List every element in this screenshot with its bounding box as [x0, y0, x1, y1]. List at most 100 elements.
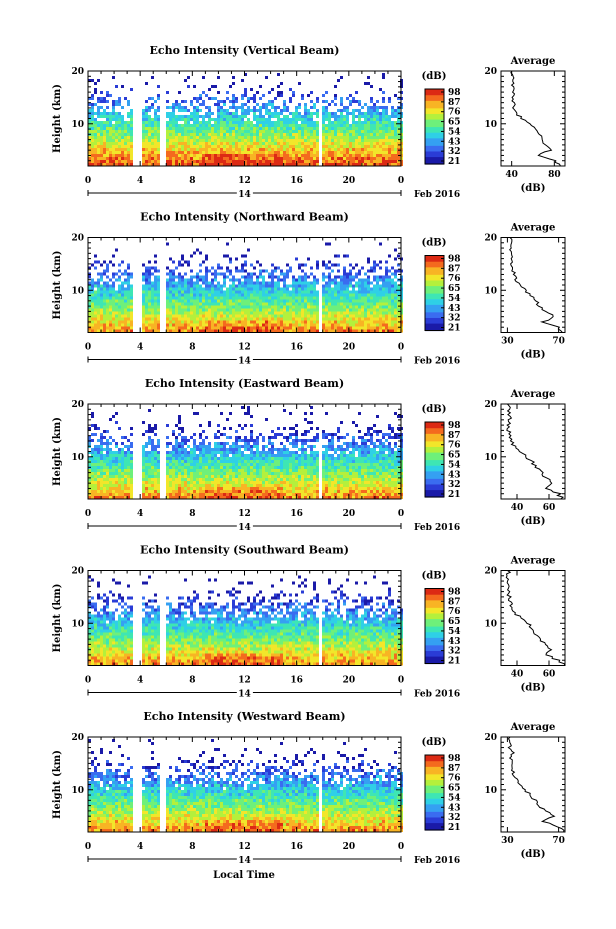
heatmap-cell — [175, 124, 178, 127]
heatmap-cell — [217, 115, 220, 118]
heatmap-cell — [355, 314, 358, 318]
heatmap-cell — [271, 133, 274, 136]
heatmap-cell — [217, 91, 220, 94]
heatmap-cell — [217, 296, 220, 300]
heatmap-cell — [355, 281, 358, 285]
heatmap-cell — [292, 148, 295, 151]
heatmap-cell — [172, 302, 175, 306]
heatmap-cell — [346, 142, 349, 145]
heatmap-cell — [127, 130, 130, 133]
heatmap-cell — [208, 109, 211, 112]
heatmap-cell — [172, 269, 175, 273]
heatmap-cell — [190, 151, 193, 154]
heatmap-cell — [253, 145, 256, 148]
heatmap-cell — [277, 94, 280, 97]
heatmap-cell — [241, 254, 244, 258]
heatmap-cell — [208, 136, 211, 139]
heatmap-cell — [289, 305, 292, 309]
heatmap-cell — [148, 130, 151, 133]
heatmap-cell — [292, 145, 295, 148]
heatmap-cell — [232, 157, 235, 160]
heatmap-cell — [328, 281, 331, 285]
heatmap-cell — [382, 314, 385, 318]
heatmap-cell — [298, 323, 301, 327]
heatmap-cell — [118, 269, 121, 273]
heatmap-cell — [175, 445, 178, 448]
heatmap-cell — [181, 136, 184, 139]
heatmap-cell — [262, 136, 265, 139]
heatmap-cell — [316, 121, 319, 124]
heatmap-cell — [301, 163, 304, 166]
heatmap-cell — [88, 302, 91, 306]
heatmap-cell — [373, 133, 376, 136]
heatmap-cell — [148, 142, 151, 145]
heatmap-cell — [286, 127, 289, 130]
heatmap-cell — [190, 281, 193, 285]
heatmap-cell — [301, 133, 304, 136]
colorbar-swatch — [425, 109, 444, 113]
heatmap-cell — [325, 148, 328, 151]
colorbar-swatch — [425, 255, 444, 258]
heatmap-cell — [208, 269, 211, 273]
heatmap-cell — [145, 308, 148, 312]
heatmap-cell — [190, 329, 193, 333]
heatmap-cell — [154, 160, 157, 163]
heatmap-cell — [103, 487, 106, 490]
heatmap-cell — [151, 484, 154, 487]
heatmap-cell — [286, 121, 289, 124]
heatmap-cell — [358, 136, 361, 139]
heatmap-cell — [121, 314, 124, 318]
heatmap-cell — [154, 424, 157, 427]
heatmap-cell — [148, 115, 151, 118]
heatmap-cell — [382, 160, 385, 163]
heatmap-cell — [313, 142, 316, 145]
heatmap-cell — [97, 311, 100, 315]
heatmap-cell — [97, 463, 100, 466]
heatmap-cell — [109, 112, 112, 115]
heatmap-cell — [220, 100, 223, 103]
heatmap-cell — [292, 329, 295, 333]
heatmap-cell — [385, 157, 388, 160]
heatmap-cell — [148, 305, 151, 309]
heatmap-cell — [109, 436, 112, 439]
heatmap-cell — [115, 463, 118, 466]
heatmap-cell — [127, 490, 130, 493]
heatmap-cell — [235, 296, 238, 300]
heatmap-cell — [202, 293, 205, 297]
heatmap-cell — [346, 290, 349, 294]
heatmap-cell — [178, 421, 181, 424]
heatmap-cell — [127, 466, 130, 469]
heatmap-cell — [235, 269, 238, 273]
heatmap-cell — [178, 460, 181, 463]
heatmap-cell — [148, 160, 151, 163]
heatmap-cell — [298, 151, 301, 154]
heatmap-cell — [169, 136, 172, 139]
heatmap-cell — [280, 290, 283, 294]
heatmap-cell — [145, 139, 148, 142]
heatmap-cell — [181, 287, 184, 291]
heatmap-cell — [373, 302, 376, 306]
heatmap-cell — [127, 496, 130, 499]
heatmap-cell — [367, 154, 370, 157]
heatmap-cell — [217, 317, 220, 321]
heatmap-cell — [304, 296, 307, 300]
heatmap-cell — [181, 133, 184, 136]
heatmap-cell — [379, 260, 382, 264]
heatmap-cell — [217, 263, 220, 267]
heatmap-cell — [304, 115, 307, 118]
heatmap-cell — [235, 266, 238, 270]
heatmap-cell — [145, 269, 148, 273]
heatmap-cell — [280, 314, 283, 318]
heatmap-cell — [220, 115, 223, 118]
heatmap-cell — [316, 124, 319, 127]
heatmap-cell — [367, 290, 370, 294]
heatmap-cell — [247, 160, 250, 163]
heatmap-cell — [196, 100, 199, 103]
heatmap-cell — [127, 460, 130, 463]
heatmap-cell — [262, 103, 265, 106]
heatmap-cell — [235, 287, 238, 291]
heatmap-cell — [331, 296, 334, 300]
heatmap-cell — [259, 109, 262, 112]
heatmap-cell — [340, 275, 343, 279]
heatmap-cell — [130, 475, 133, 478]
